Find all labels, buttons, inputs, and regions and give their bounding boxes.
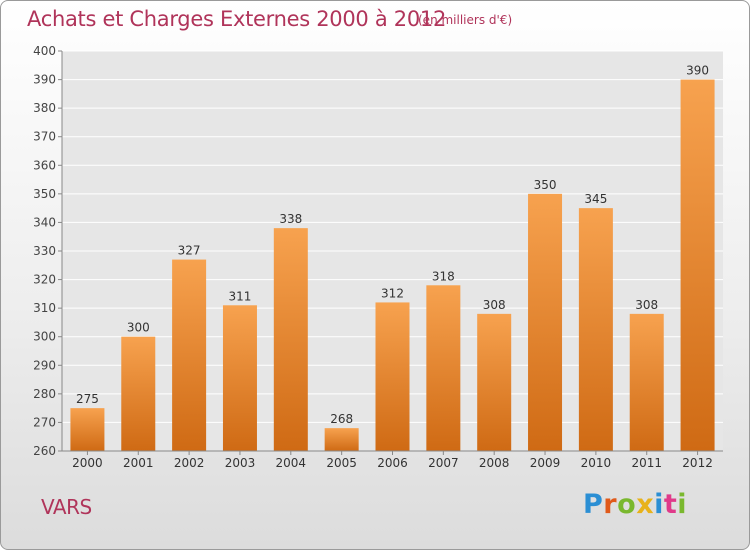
proxiti-logo: Proxiti (583, 489, 687, 520)
bar (629, 313, 664, 451)
x-tick-label: 2008 (479, 456, 510, 470)
y-tick-label: 340 (33, 215, 56, 229)
x-tick-label: 2011 (631, 456, 662, 470)
data-label: 345 (584, 192, 607, 206)
bar (121, 336, 156, 451)
data-label: 318 (432, 269, 455, 283)
y-tick-label: 360 (33, 158, 56, 172)
logo-letter: t (663, 489, 678, 520)
bar (375, 302, 410, 451)
chart-title: Achats et Charges Externes 2000 à 2012 (27, 7, 447, 31)
x-tick-label: 2004 (276, 456, 307, 470)
x-tick-label: 2010 (581, 456, 612, 470)
data-label: 268 (330, 412, 353, 426)
y-tick-label: 320 (33, 273, 56, 287)
x-tick-label: 2012 (682, 456, 713, 470)
y-tick-label: 310 (33, 301, 56, 315)
data-label: 350 (534, 178, 557, 192)
x-tick-label: 2005 (326, 456, 357, 470)
y-tick-label: 260 (33, 444, 56, 458)
data-label: 312 (381, 286, 404, 300)
y-tick-label: 300 (33, 330, 56, 344)
logo-letter: i (654, 489, 664, 520)
bar (172, 259, 207, 451)
x-tick-label: 2009 (530, 456, 561, 470)
data-label: 308 (483, 298, 506, 312)
bar (324, 428, 359, 451)
y-tick-label: 400 (33, 44, 56, 58)
y-tick-label: 390 (33, 73, 56, 87)
chart-subtitle: (en milliers d'€) (418, 13, 513, 27)
logo-letter: P (583, 489, 604, 520)
x-tick-label: 2003 (225, 456, 256, 470)
bar (426, 285, 461, 451)
logo-letter: o (617, 489, 637, 520)
logo-letter: x (636, 489, 655, 520)
bar (578, 208, 613, 451)
commune-name: VARS (41, 495, 92, 519)
y-tick-label: 290 (33, 358, 56, 372)
x-tick-label: 2001 (123, 456, 154, 470)
y-tick-label: 280 (33, 387, 56, 401)
data-label: 311 (229, 289, 252, 303)
logo-letter: r (603, 489, 618, 520)
data-label: 300 (127, 321, 150, 335)
bar (70, 408, 105, 451)
bar (528, 193, 563, 451)
bar (273, 228, 308, 451)
data-label: 308 (635, 298, 658, 312)
logo-letter: i (677, 489, 688, 520)
data-label: 275 (76, 392, 99, 406)
data-label: 327 (178, 244, 201, 258)
data-label: 338 (279, 212, 302, 226)
y-tick-label: 330 (33, 244, 56, 258)
y-tick-label: 270 (33, 415, 56, 429)
x-tick-label: 2000 (72, 456, 103, 470)
y-tick-label: 370 (33, 130, 56, 144)
bar (680, 79, 715, 452)
x-tick-label: 2006 (377, 456, 408, 470)
bar (477, 313, 512, 451)
y-tick-label: 350 (33, 187, 56, 201)
bar (222, 305, 257, 451)
y-tick-label: 380 (33, 101, 56, 115)
x-tick-label: 2007 (428, 456, 459, 470)
data-label: 390 (686, 64, 709, 78)
x-tick-label: 2002 (174, 456, 205, 470)
